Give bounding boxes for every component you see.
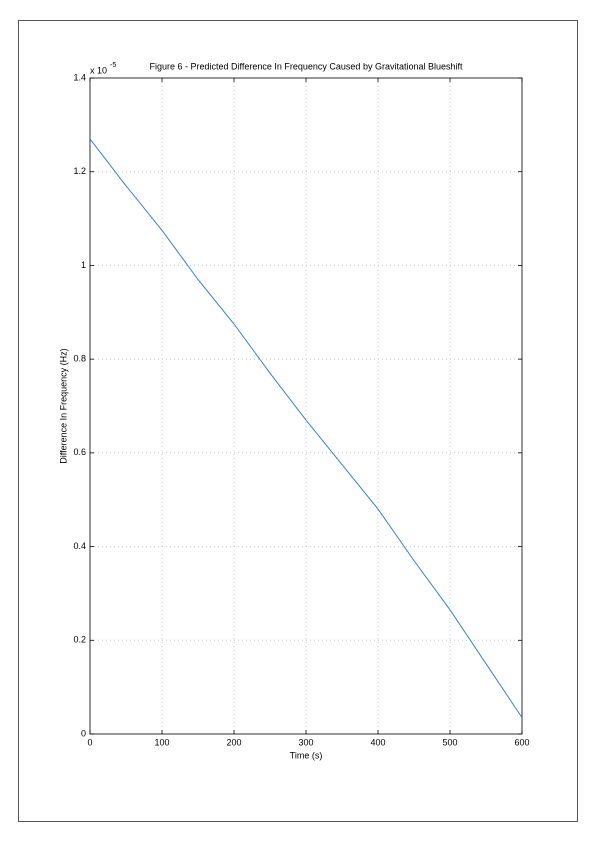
x-axis-label: Time (s) <box>290 750 323 760</box>
y-tick-label: 0.4 <box>73 541 86 551</box>
y-multiplier-exponent: -5 <box>110 62 116 69</box>
plot-frame <box>89 77 523 735</box>
x-tick-label: 0 <box>87 737 92 747</box>
y-tick-label: 1.4 <box>73 72 86 82</box>
x-tick-label: 600 <box>514 737 529 747</box>
x-tick-label: 300 <box>298 737 313 747</box>
y-tick-label: 0.2 <box>73 635 86 645</box>
y-tick-label: 0.8 <box>73 354 86 364</box>
x-tick-label: 100 <box>154 737 169 747</box>
data-line <box>89 138 523 718</box>
y-tick-label: 0 <box>81 728 86 738</box>
page-frame <box>18 20 578 822</box>
x-tick-label: 400 <box>370 737 385 747</box>
x-tick-label: 500 <box>442 737 457 747</box>
y-tick-label: 1.2 <box>73 166 86 176</box>
y-multiplier: x 10 <box>90 65 107 75</box>
x-tick-label: 200 <box>226 737 241 747</box>
y-axis-label: Difference In Frequency (Hz) <box>58 348 68 463</box>
y-tick-label: 1 <box>81 260 86 270</box>
y-tick-label: 0.6 <box>73 447 86 457</box>
chart-title: Figure 6 - Predicted Difference In Frequ… <box>150 61 463 71</box>
